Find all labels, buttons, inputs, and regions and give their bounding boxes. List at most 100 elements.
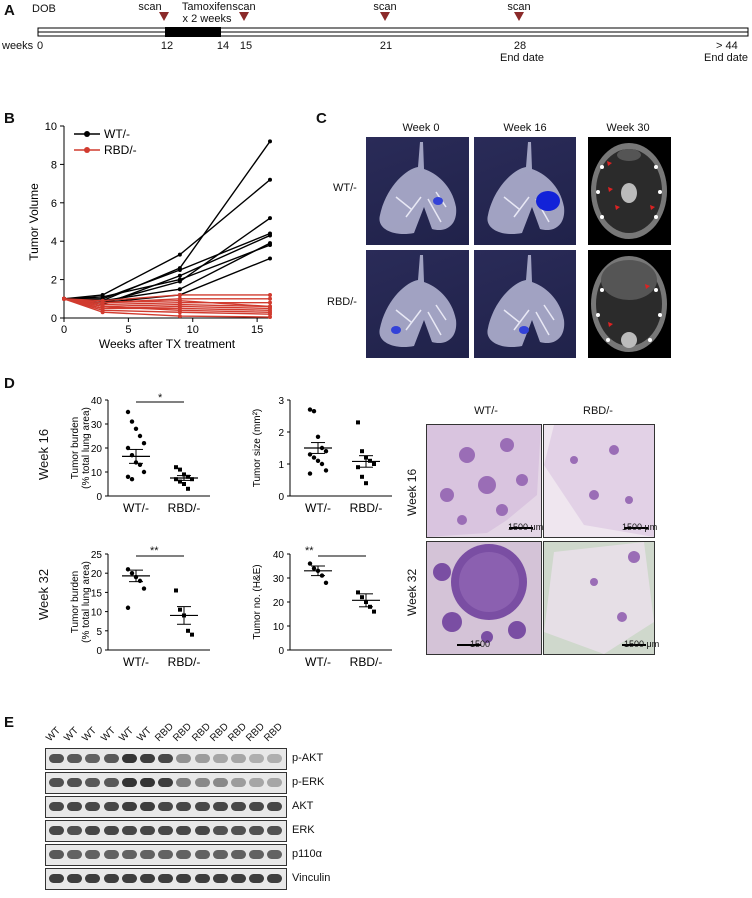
blot-band xyxy=(85,874,101,883)
data-point xyxy=(174,465,178,470)
protein-label: p-AKT xyxy=(292,752,324,764)
data-point xyxy=(186,628,190,633)
panel-a-letter: A xyxy=(4,2,15,19)
category-label: RBD/- xyxy=(350,501,383,515)
y-tick-label: 0 xyxy=(278,492,284,503)
data-point xyxy=(307,407,313,412)
blot-band xyxy=(194,826,210,835)
blot-band xyxy=(231,754,246,763)
series-line xyxy=(64,232,271,300)
y-tick-label: 3 xyxy=(278,396,284,407)
data-point xyxy=(100,294,105,299)
blot-band xyxy=(85,802,101,811)
blot-band xyxy=(140,850,155,859)
scan-label-1: scan xyxy=(138,1,162,13)
data-point xyxy=(323,580,329,585)
blot-band xyxy=(267,778,283,787)
data-point xyxy=(356,420,360,425)
series-line xyxy=(63,242,271,302)
blot-band xyxy=(158,874,174,883)
data-point xyxy=(268,296,272,301)
data-point xyxy=(372,462,376,466)
y-tick-label: 0 xyxy=(96,492,102,503)
blot-band xyxy=(49,754,64,763)
series-line xyxy=(63,140,271,302)
data-point xyxy=(62,296,66,301)
blot-band xyxy=(267,826,283,835)
blot-band xyxy=(121,802,137,811)
ct-lung-wt-week16 xyxy=(474,137,576,245)
blot-row xyxy=(45,796,287,818)
data-point xyxy=(137,433,143,439)
series-line xyxy=(63,294,270,302)
tick-0: 0 xyxy=(36,40,44,52)
blot-band xyxy=(103,754,119,763)
blot-band xyxy=(231,850,246,859)
tamoxifen-label: Tamoxifen xyxy=(181,1,233,13)
y-tick-label: 40 xyxy=(91,396,103,407)
data-point xyxy=(177,306,182,311)
blot-band xyxy=(67,826,83,835)
tick-28: 28 xyxy=(513,40,527,52)
data-point xyxy=(323,468,329,473)
timeline-bar xyxy=(37,27,749,37)
scan-label-3: scan xyxy=(373,1,397,13)
legend-label: RBD/- xyxy=(104,143,137,157)
data-point xyxy=(315,458,321,463)
category-label: RBD/- xyxy=(168,501,201,515)
data-point xyxy=(368,458,372,463)
blot-band xyxy=(49,802,64,811)
data-point xyxy=(268,177,272,182)
blot-band xyxy=(231,802,246,811)
y-tick-label: 2 xyxy=(51,275,57,287)
scale-bar-3: 1500 xyxy=(470,639,491,649)
blot-row xyxy=(45,820,287,842)
lane-label: RBD xyxy=(153,721,177,744)
y-tick-label: 25 xyxy=(91,550,103,561)
blot-band xyxy=(158,802,174,811)
y-tick-label: 6 xyxy=(51,198,57,210)
series-line xyxy=(63,298,271,315)
y-axis-label: Tumor burden xyxy=(70,571,81,633)
data-point xyxy=(177,292,182,297)
data-point xyxy=(190,632,194,637)
blot-band xyxy=(176,850,192,859)
data-point xyxy=(268,315,272,320)
data-point xyxy=(177,287,182,292)
blot-band xyxy=(212,826,228,835)
protein-label: Vinculin xyxy=(292,872,331,884)
tumor-burden-week32-chart: 0 5 10 15 20 25 WT/- RBD/- Tumor burden (% total … xyxy=(70,550,210,669)
blot-band xyxy=(249,874,265,883)
x-tick-label: 10 xyxy=(187,324,199,336)
blot-band xyxy=(249,826,265,835)
lane-label: WT xyxy=(117,725,136,744)
ct-slice-rbd-week30 xyxy=(588,250,671,358)
data-point xyxy=(177,314,182,319)
data-point xyxy=(186,486,190,491)
category-label: WT/- xyxy=(305,501,331,515)
series-line xyxy=(63,244,271,300)
scan-label-2: scan xyxy=(232,1,256,13)
blot-band xyxy=(176,874,192,883)
blot-band xyxy=(176,802,192,811)
tick-12: 12 xyxy=(160,40,174,52)
blot-band xyxy=(158,850,174,859)
blot-band xyxy=(140,778,155,787)
y-axis-label: (% total lung area) xyxy=(81,407,92,489)
histology-wt-week16 xyxy=(426,424,542,538)
data-point xyxy=(177,298,182,303)
blot-band xyxy=(212,802,228,811)
lane-label: WT xyxy=(135,725,154,744)
lane-label: RBD xyxy=(244,721,268,744)
protein-label: p110α xyxy=(292,848,323,860)
lane-label: WT xyxy=(44,725,63,744)
blot-row xyxy=(45,868,287,890)
histology-rbd-week32 xyxy=(543,541,655,655)
panel-d-letter: D xyxy=(4,375,15,392)
tumor-number-week32-chart: 0 10 20 30 40 WT/- RBD/- Tumor no. (H&E) xyxy=(252,550,392,669)
blot-row xyxy=(45,748,287,770)
blot-band xyxy=(67,778,83,787)
scan-marker-4 xyxy=(514,12,524,21)
legend-marker xyxy=(84,131,90,137)
histology-rbd-week16 xyxy=(543,424,655,538)
